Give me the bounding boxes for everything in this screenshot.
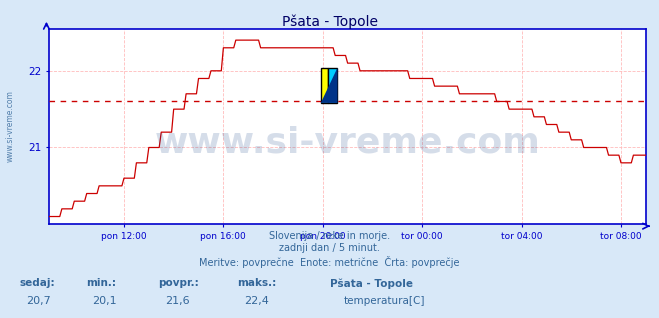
Text: povpr.:: povpr.: [158, 278, 199, 288]
Text: temperatura[C]: temperatura[C] [344, 296, 426, 306]
Text: Meritve: povprečne  Enote: metrične  Črta: povprečje: Meritve: povprečne Enote: metrične Črta:… [199, 256, 460, 268]
Text: min.:: min.: [86, 278, 116, 288]
Text: www.si-vreme.com: www.si-vreme.com [155, 125, 540, 159]
Text: zadnji dan / 5 minut.: zadnji dan / 5 minut. [279, 243, 380, 253]
FancyBboxPatch shape [321, 68, 328, 103]
Text: 22,4: 22,4 [244, 296, 269, 306]
Text: 20,7: 20,7 [26, 296, 51, 306]
Text: 21,6: 21,6 [165, 296, 189, 306]
Polygon shape [321, 68, 337, 103]
Text: www.si-vreme.com: www.si-vreme.com [6, 90, 15, 162]
FancyBboxPatch shape [328, 68, 337, 103]
Text: Pšata - Topole: Pšata - Topole [330, 278, 413, 289]
Text: 20,1: 20,1 [92, 296, 117, 306]
Text: Slovenija / reke in morje.: Slovenija / reke in morje. [269, 231, 390, 240]
Text: Pšata - Topole: Pšata - Topole [281, 14, 378, 29]
Text: maks.:: maks.: [237, 278, 277, 288]
Text: sedaj:: sedaj: [20, 278, 55, 288]
